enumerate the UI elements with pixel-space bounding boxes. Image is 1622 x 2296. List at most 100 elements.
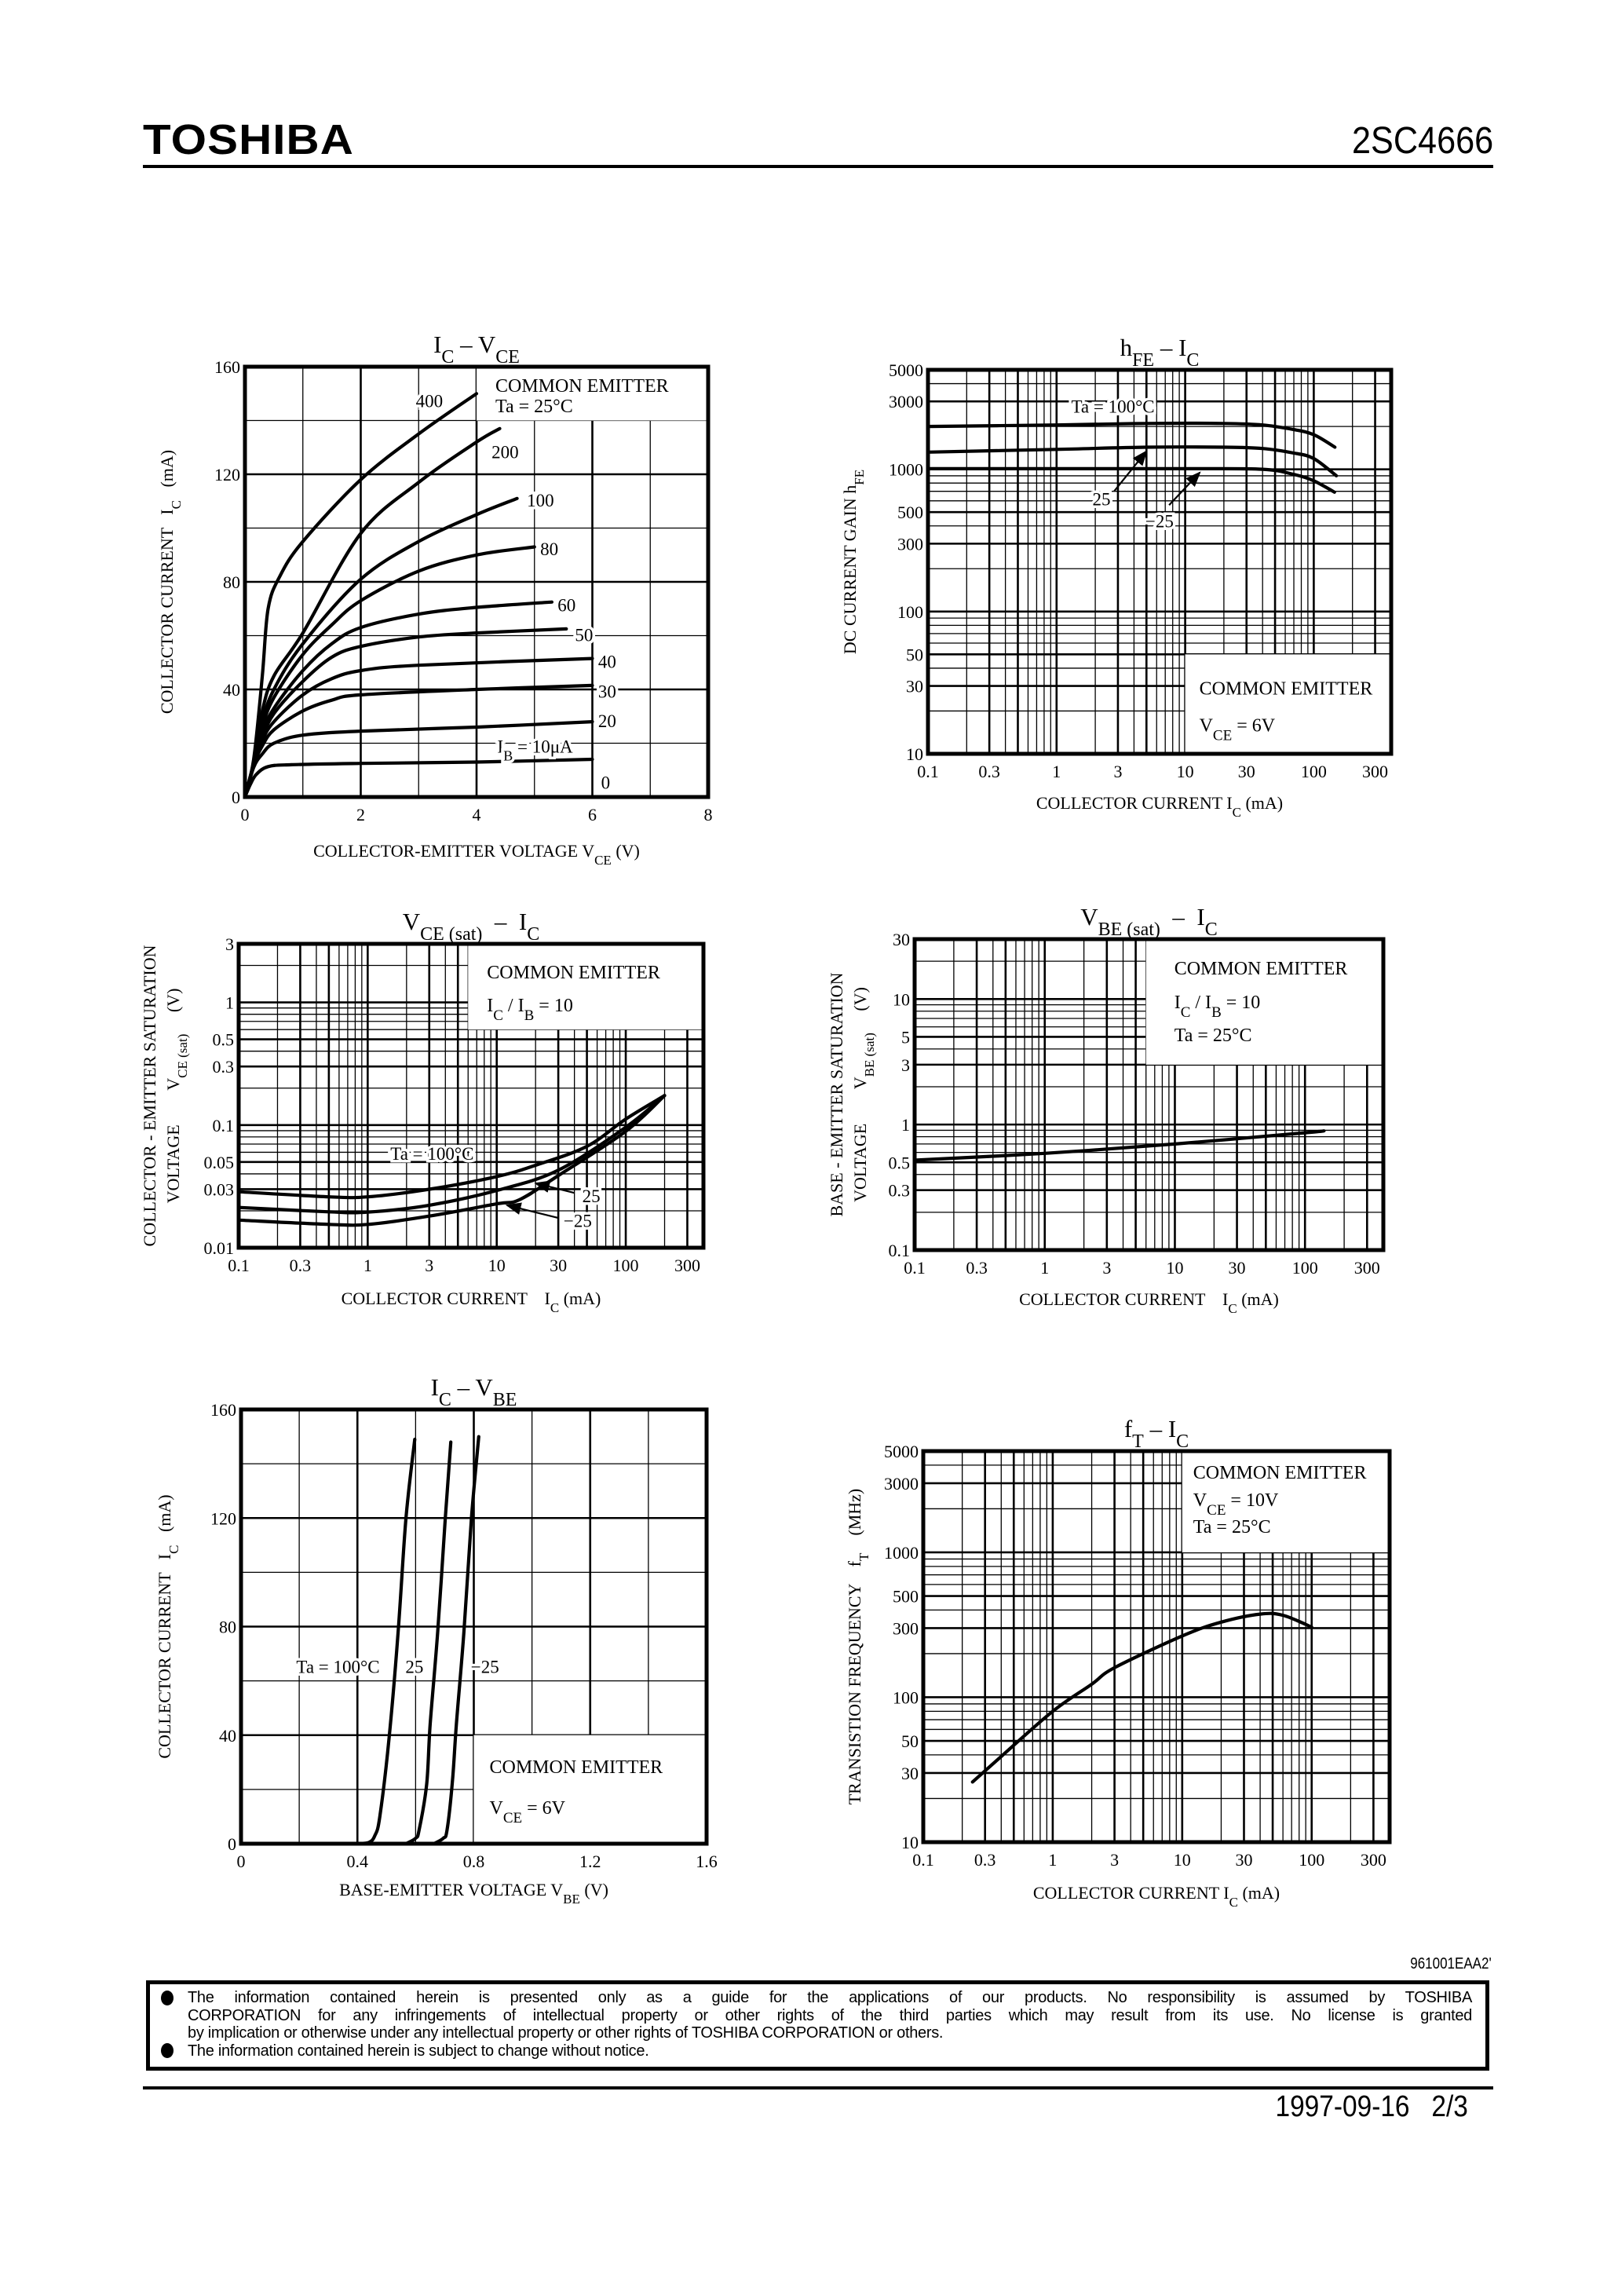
text-segment: −25 [564, 1211, 592, 1230]
x-tick-label: 0.3 [974, 1850, 996, 1870]
text-segment: 0.5 [213, 1030, 235, 1050]
annotation-text: Ta = 25°C [495, 397, 573, 417]
text-segment: – V [451, 1373, 493, 1401]
subscript-text: C [1233, 805, 1241, 820]
x-tick-label: 30 [1235, 1850, 1252, 1870]
x-tick-label: 0.3 [966, 1258, 988, 1278]
x-tick-label: 1 [1052, 762, 1061, 781]
annotation-text: COMMON EMITTER [1200, 678, 1373, 699]
series-label: 30 [598, 682, 616, 701]
part-number: 2SC4666 [1351, 120, 1493, 162]
text-segment: = 6V [1232, 715, 1276, 736]
text-segment: 30 [1238, 762, 1255, 781]
x-tick-label: 30 [550, 1256, 567, 1275]
subscript-text: CE [503, 1809, 522, 1826]
text-segment: Ta = 100°C [296, 1657, 379, 1676]
series-label: −25 [471, 1657, 499, 1676]
plot-frame [239, 1407, 709, 1846]
text-segment: 1 [1052, 762, 1061, 781]
subscript-text: CE (sat) [420, 924, 482, 945]
annotation-text: VCE = 10V [1193, 1490, 1279, 1519]
x-tick-label: 100 [1292, 1258, 1318, 1278]
text-segment: h [1120, 334, 1133, 361]
text-segment: 25 [583, 1186, 601, 1206]
text-segment: COMMON EMITTER [487, 963, 660, 983]
y-tick-label: 3000 [884, 1474, 919, 1493]
x-tick-label: 300 [674, 1256, 700, 1275]
text-segment: TRANSISTION FREQUENCY f [845, 1560, 864, 1804]
text-segment: Ta = 25°C [495, 397, 573, 417]
series-line [236, 1094, 667, 1200]
x-tick-label: 3 [1113, 762, 1122, 781]
text-segment: 1.6 [696, 1852, 718, 1871]
y-axis-label: COLLECTOR CURRENT IC (mA) [155, 1494, 181, 1758]
x-tick-label: 300 [1362, 762, 1388, 781]
text-segment: 10 [488, 1256, 506, 1275]
text-segment: 5 [901, 1027, 910, 1047]
annotation-box [1185, 654, 1391, 754]
text-segment: = 6V [522, 1798, 566, 1819]
series-label: Ta = 100°C [390, 1144, 473, 1164]
text-segment: COLLECTOR CURRENT I [155, 1554, 174, 1759]
subscript-text: BE (sat) [1098, 919, 1160, 940]
text-segment: (mA) [157, 450, 177, 500]
text-segment: 10 [1177, 762, 1194, 781]
x-axis-label: COLLECTOR CURRENT IC (mA) [342, 1289, 601, 1315]
y-tick-label: 0.5 [213, 1030, 235, 1050]
y-tick-label: 0 [232, 788, 240, 807]
header-rule [143, 165, 1493, 168]
text-segment: 3 [1113, 762, 1122, 781]
series-label: 25 [583, 1186, 601, 1206]
x-tick-label: 0 [241, 805, 250, 824]
footer-date: 1997-09-16 [1275, 2090, 1410, 2123]
series-label: 50 [575, 625, 593, 645]
text-segment: BASE-EMITTER VOLTAGE V [339, 1880, 563, 1899]
chart-2: COMMON EMITTER VCE = 6V Ta = 100°C 25 −25 0.1… [840, 334, 1394, 820]
series-label: 60 [557, 596, 575, 616]
y-tick-label: 160 [210, 1400, 236, 1420]
text-segment: Ta = 100°C [1071, 397, 1154, 417]
text-segment: – I [1144, 1415, 1176, 1442]
text-segment: 3000 [889, 392, 923, 411]
series-label: 25 [1092, 489, 1110, 509]
y-axis-label: COLLECTOR CURRENT IC (mA) [157, 450, 184, 714]
text-segment: VOLTAGE V [163, 1078, 183, 1204]
text-segment: 3000 [884, 1474, 919, 1493]
x-axis-label: COLLECTOR CURRENT IC (mA) [1033, 1883, 1280, 1910]
y-tick-label: 0 [228, 1834, 236, 1854]
text-segment: DC CURRENT GAIN h [840, 485, 860, 654]
document-code: 961001EAA2' [1410, 1955, 1492, 1972]
annotation-text: COMMON EMITTER [1193, 1463, 1367, 1483]
text-segment: 120 [214, 465, 240, 484]
disclaimer-line: The information contained herein is pres… [188, 1989, 1472, 2006]
plot-frame [236, 941, 706, 1250]
series-label: Ta = 100°C [1071, 397, 1154, 417]
text-segment: 80 [219, 1618, 236, 1637]
text-segment: 30 [550, 1256, 567, 1275]
y-tick-label: 5000 [884, 1442, 919, 1461]
subscript-text: T [1132, 1431, 1144, 1452]
text-segment: 40 [598, 653, 616, 672]
y-tick-label: 1 [901, 1115, 910, 1135]
y-axis-label: VOLTAGE VCE (sat) (V) [163, 989, 190, 1204]
x-tick-label: 1 [1040, 1258, 1049, 1278]
text-segment: 5000 [889, 360, 923, 380]
y-tick-label: 50 [906, 645, 923, 664]
series-label: 20 [598, 711, 616, 731]
subscript-text: BE (sat) [862, 1033, 877, 1077]
subscript-text: C [1176, 1431, 1189, 1452]
y-axis-label: DC CURRENT GAIN hFE [840, 470, 867, 654]
bullet-icon [161, 2043, 174, 2058]
text-segment: 1.2 [579, 1852, 601, 1871]
x-tick-label: 300 [1354, 1258, 1380, 1278]
y-tick-label: 120 [214, 465, 240, 484]
text-segment: 0.3 [290, 1256, 312, 1275]
text-segment: 10 [906, 744, 923, 764]
series-label: 40 [598, 653, 616, 672]
text-segment: = 10 [1222, 993, 1261, 1013]
series-line [243, 720, 594, 799]
text-segment: 5000 [884, 1442, 919, 1461]
series-line [926, 466, 1336, 494]
